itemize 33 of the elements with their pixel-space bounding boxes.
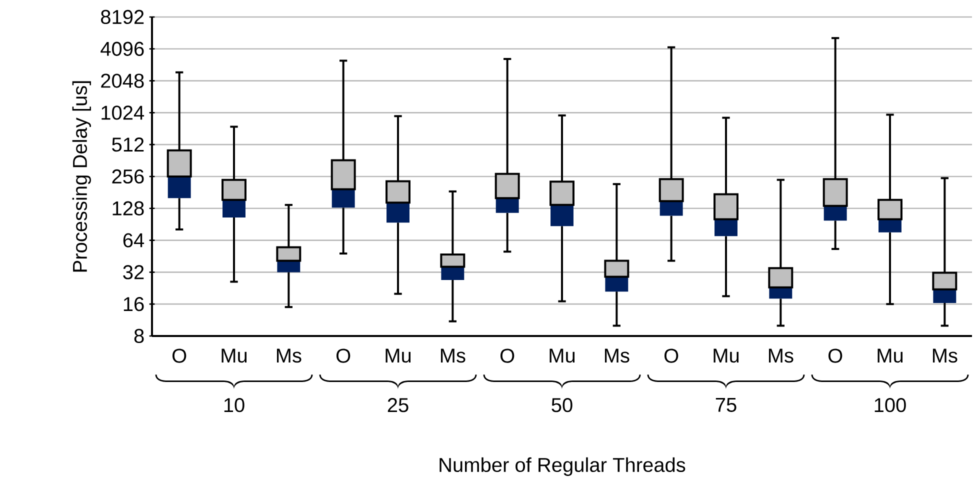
x-tick-label: O bbox=[500, 348, 514, 363]
y-tick-label: 2048 bbox=[101, 74, 144, 88]
x-tick-label: O bbox=[664, 348, 678, 363]
x-axis-title: Number of Regular Threads bbox=[440, 457, 686, 476]
y-tick-label: 64 bbox=[123, 233, 144, 248]
x-tick-label: Mu bbox=[878, 348, 903, 363]
text: 75 bbox=[716, 398, 736, 412]
y-tick-label: 16 bbox=[124, 297, 144, 312]
y-tick-label: 8192 bbox=[101, 10, 144, 24]
x-tick-label: Ms bbox=[932, 348, 958, 363]
x-tick-label: Mu bbox=[222, 348, 247, 363]
x-tick-label: Ms bbox=[440, 348, 466, 363]
text: 10 bbox=[224, 398, 244, 412]
y-tick-label: 512 bbox=[112, 138, 144, 152]
y-tick-label: 128 bbox=[112, 201, 144, 216]
x-tick-label: Mu bbox=[714, 348, 739, 363]
y-tick-label: 1024 bbox=[102, 106, 144, 120]
x-tick-label: Mu bbox=[386, 348, 411, 363]
x-tick-label: Ms bbox=[604, 348, 630, 363]
y-tick-label: 32 bbox=[123, 265, 144, 280]
text: 50 bbox=[552, 398, 572, 412]
x-tick-label: O bbox=[172, 348, 186, 363]
x-tick-label: Ms bbox=[768, 348, 794, 363]
y-tick-label: 4096 bbox=[100, 42, 144, 56]
x-tick-label: Ms bbox=[276, 348, 302, 363]
text: 100 bbox=[874, 398, 906, 412]
y-tick-label: 256 bbox=[112, 169, 144, 184]
y-axis-title: Processing Delay [us] bbox=[72, 81, 91, 272]
text: 25 bbox=[388, 398, 408, 412]
x-tick-label: Mu bbox=[550, 348, 575, 363]
x-tick-label: O bbox=[336, 348, 350, 363]
y-tick-label: 8 bbox=[134, 328, 144, 344]
x-tick-label: O bbox=[828, 348, 842, 363]
